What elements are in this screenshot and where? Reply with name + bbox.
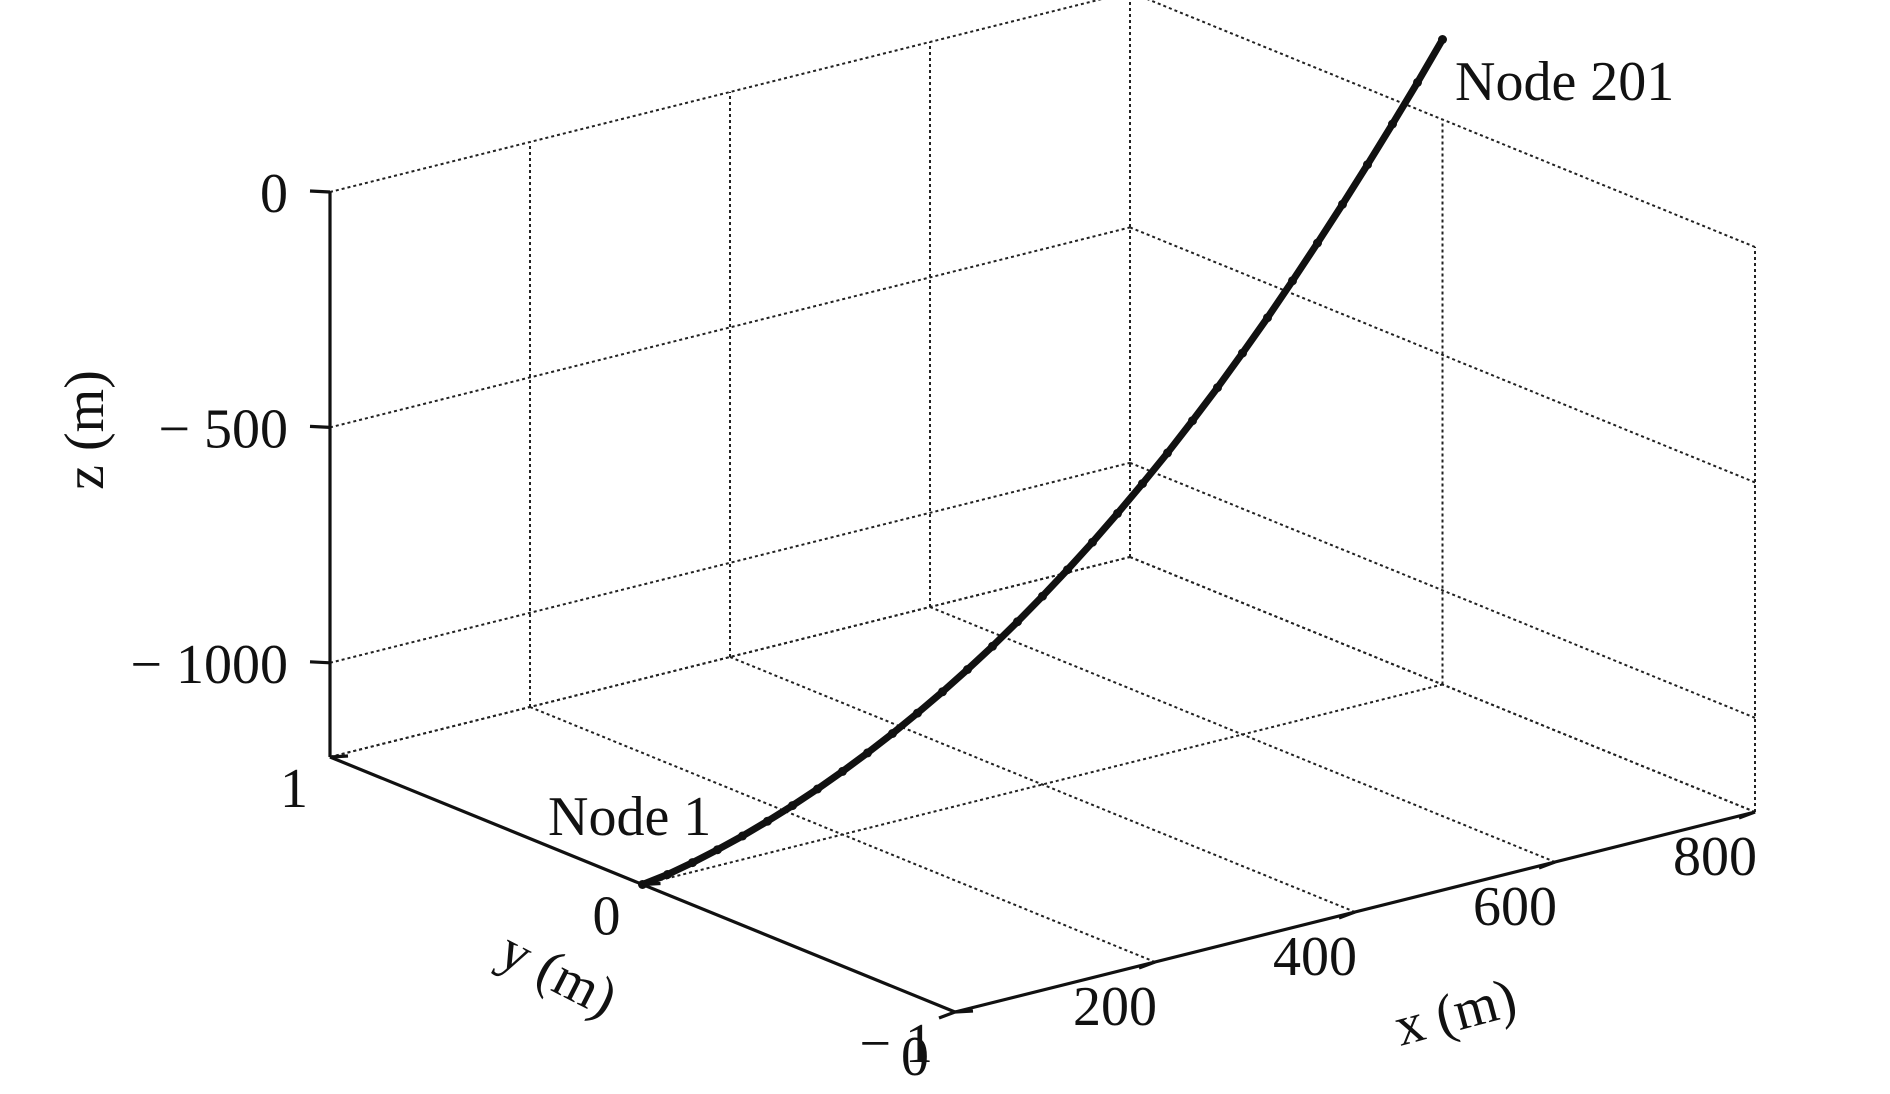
z-tick — [309, 660, 331, 665]
data-point — [738, 831, 747, 841]
y-tick — [329, 754, 349, 759]
data-point — [913, 708, 922, 718]
x-tick — [1138, 960, 1156, 970]
data-point — [1363, 160, 1372, 170]
data-point — [763, 816, 772, 826]
z-tick-label: − 500 — [158, 398, 288, 460]
data-point — [663, 870, 672, 879]
data-point — [988, 641, 997, 651]
x-tick-label: 800 — [1673, 826, 1757, 888]
annotation-node-1: Node 1 — [548, 786, 711, 848]
data-point — [1438, 35, 1447, 44]
z-tick — [309, 424, 331, 429]
data-point — [1263, 313, 1272, 323]
data-point — [938, 687, 947, 697]
data-point — [863, 748, 872, 758]
x-tick-label: 600 — [1473, 876, 1557, 938]
data-point — [788, 801, 797, 811]
x-tick — [1538, 860, 1556, 870]
y-tick-label: 0 — [593, 886, 621, 948]
data-point — [1088, 537, 1097, 547]
data-point — [638, 880, 647, 889]
data-point — [1063, 565, 1072, 575]
data-point — [1138, 479, 1147, 489]
y-tick-label: − 1 — [859, 1013, 933, 1075]
gridline-side-z — [1129, 226, 1756, 484]
series-line-0 — [639, 36, 1446, 888]
data-point — [1313, 238, 1322, 248]
data-point — [838, 766, 847, 776]
x-tick-label: 0 — [901, 1026, 929, 1088]
x-tick-label: 400 — [1273, 926, 1357, 988]
grid-layer — [329, 0, 1756, 1013]
x-tick — [1338, 910, 1356, 920]
y-tick — [954, 1009, 974, 1014]
data-point — [888, 729, 897, 738]
data-point — [1288, 276, 1297, 286]
data-point — [1163, 448, 1172, 458]
annotation-node-201: Node 201 — [1455, 51, 1674, 113]
z-tick-label: 0 — [260, 163, 288, 225]
data-point — [1113, 508, 1122, 518]
x-tick — [938, 1010, 956, 1020]
data-point — [1238, 348, 1247, 358]
data-point — [813, 784, 822, 794]
z-axis-label: z (m) — [54, 370, 116, 490]
z-tick — [309, 189, 331, 194]
data-point — [1038, 591, 1047, 601]
data-point — [1188, 416, 1197, 426]
data-point — [1013, 617, 1022, 627]
x-tick — [1738, 810, 1756, 820]
gridline-side-z — [1129, 461, 1756, 719]
data-point — [688, 858, 697, 868]
data-point — [1413, 77, 1422, 87]
data-point — [713, 845, 722, 855]
x-tick-label: 200 — [1073, 976, 1157, 1038]
curve-layer — [638, 35, 1447, 889]
x-axis-label: x (m) — [1388, 967, 1523, 1059]
data-point — [963, 665, 972, 674]
data-point — [1338, 199, 1347, 209]
data-point — [1388, 119, 1397, 129]
data-point — [1213, 383, 1222, 393]
gridline-floor-x — [729, 656, 1356, 913]
z-tick-label: − 1000 — [130, 634, 288, 696]
y-tick-label: 1 — [280, 758, 308, 820]
